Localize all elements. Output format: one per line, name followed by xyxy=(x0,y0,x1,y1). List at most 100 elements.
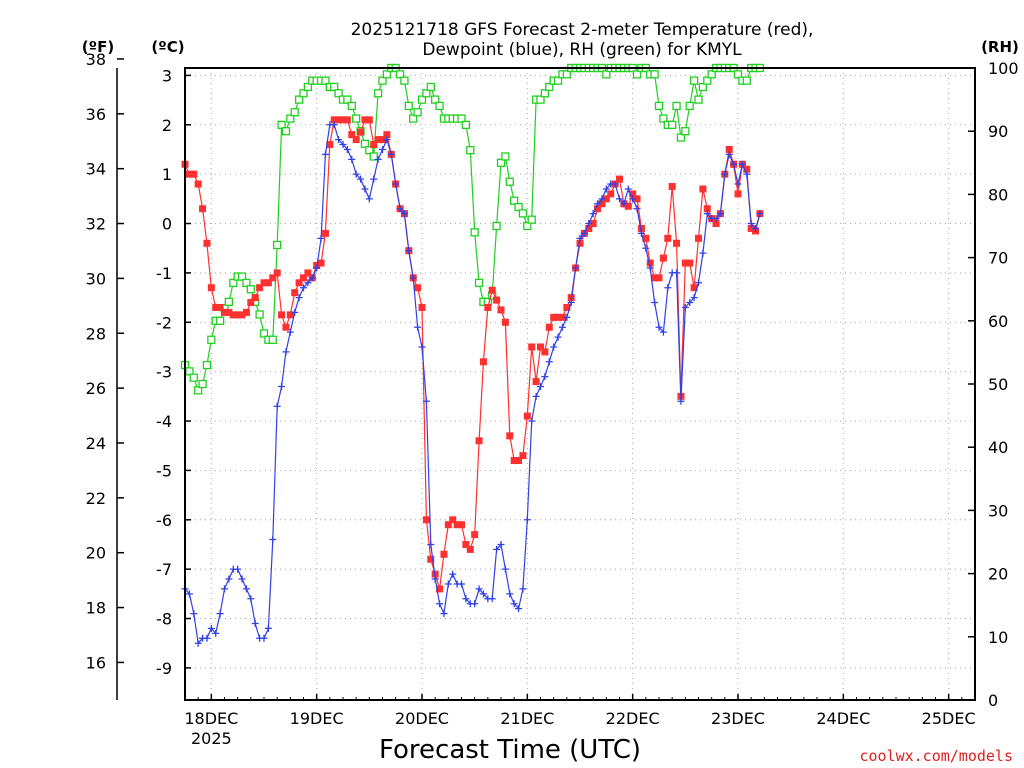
celsius-tick-label: 2 xyxy=(162,116,172,135)
data-point xyxy=(475,437,483,445)
data-point xyxy=(532,392,540,400)
data-point xyxy=(234,311,242,319)
data-point xyxy=(659,328,667,336)
x-tick-label: 25DEC xyxy=(922,709,976,728)
data-point xyxy=(221,585,228,593)
data-point xyxy=(383,131,391,139)
data-point xyxy=(426,82,435,92)
series-layer xyxy=(180,63,765,647)
data-point xyxy=(589,220,597,228)
data-point xyxy=(295,294,303,302)
data-point xyxy=(370,141,378,149)
fahrenheit-unit-label: (ºF) xyxy=(82,38,114,56)
data-point xyxy=(471,600,479,608)
data-point xyxy=(510,457,518,465)
data-point xyxy=(396,205,404,213)
data-point xyxy=(514,202,523,212)
data-point xyxy=(646,264,654,272)
data-point xyxy=(598,200,606,208)
data-point xyxy=(409,114,418,123)
data-point xyxy=(453,521,461,529)
data-point xyxy=(264,624,272,632)
data-point xyxy=(444,580,452,588)
data-point xyxy=(466,146,475,155)
data-point xyxy=(689,76,699,85)
data-point xyxy=(457,114,466,123)
data-point xyxy=(553,76,563,85)
celsius-tick-label: -9 xyxy=(156,659,172,678)
data-point xyxy=(594,205,602,213)
data-point xyxy=(418,343,426,351)
data-point xyxy=(598,195,606,203)
data-point xyxy=(554,313,562,321)
data-point xyxy=(624,185,632,193)
data-point xyxy=(343,145,351,153)
data-point xyxy=(379,145,386,153)
data-point xyxy=(374,136,382,144)
data-point xyxy=(242,278,251,288)
data-point xyxy=(203,634,211,642)
data-point xyxy=(510,600,518,608)
data-point xyxy=(400,210,408,218)
data-point xyxy=(651,299,659,307)
data-point xyxy=(510,196,519,205)
data-point xyxy=(207,624,215,632)
data-point xyxy=(677,397,685,405)
data-point xyxy=(335,136,343,144)
data-point xyxy=(475,585,483,593)
data-point xyxy=(681,127,690,136)
data-point xyxy=(756,210,764,218)
data-point xyxy=(352,170,360,178)
data-point xyxy=(436,600,444,608)
fahrenheit-tick-label: 32 xyxy=(86,215,106,234)
data-point xyxy=(431,575,439,583)
data-point xyxy=(440,550,448,558)
data-point xyxy=(405,247,413,255)
data-point xyxy=(505,177,514,186)
data-point xyxy=(383,136,391,144)
data-point xyxy=(572,264,580,272)
data-point xyxy=(484,303,492,311)
data-point xyxy=(699,249,707,257)
celsius-unit-label: (ºC) xyxy=(151,38,184,56)
x-tick-label: 22DEC xyxy=(606,709,660,728)
data-point xyxy=(576,234,584,242)
data-point xyxy=(501,152,510,161)
data-point xyxy=(725,150,733,158)
x-tick-label: 23DEC xyxy=(711,709,765,728)
data-point xyxy=(694,95,703,104)
data-point xyxy=(668,183,676,190)
data-point xyxy=(330,116,338,124)
data-point xyxy=(594,200,602,208)
x-tick-label: 20DEC xyxy=(395,709,449,728)
data-point xyxy=(268,335,277,344)
series-dewpoint xyxy=(181,121,764,647)
data-point xyxy=(303,82,313,92)
data-point xyxy=(725,145,733,153)
data-point xyxy=(299,89,308,98)
celsius-tick-label: 1 xyxy=(162,165,172,184)
data-point xyxy=(738,160,746,168)
data-point xyxy=(247,299,255,307)
plot-frame xyxy=(184,67,976,701)
data-point xyxy=(554,333,562,341)
data-point xyxy=(466,545,474,553)
celsius-tick-label: -5 xyxy=(156,461,172,480)
data-point xyxy=(497,540,505,548)
data-point xyxy=(616,195,623,203)
data-point xyxy=(216,303,224,311)
data-point xyxy=(541,348,549,356)
data-point xyxy=(681,303,689,311)
rh-tick-label: 100 xyxy=(988,59,1019,78)
data-point xyxy=(493,296,501,304)
data-point xyxy=(409,274,417,282)
data-point xyxy=(752,224,760,232)
data-point xyxy=(703,76,712,85)
data-point xyxy=(282,323,290,331)
data-point xyxy=(734,180,742,188)
data-point xyxy=(330,82,339,92)
data-point xyxy=(373,89,383,98)
data-point xyxy=(651,274,659,282)
data-point xyxy=(703,205,711,213)
